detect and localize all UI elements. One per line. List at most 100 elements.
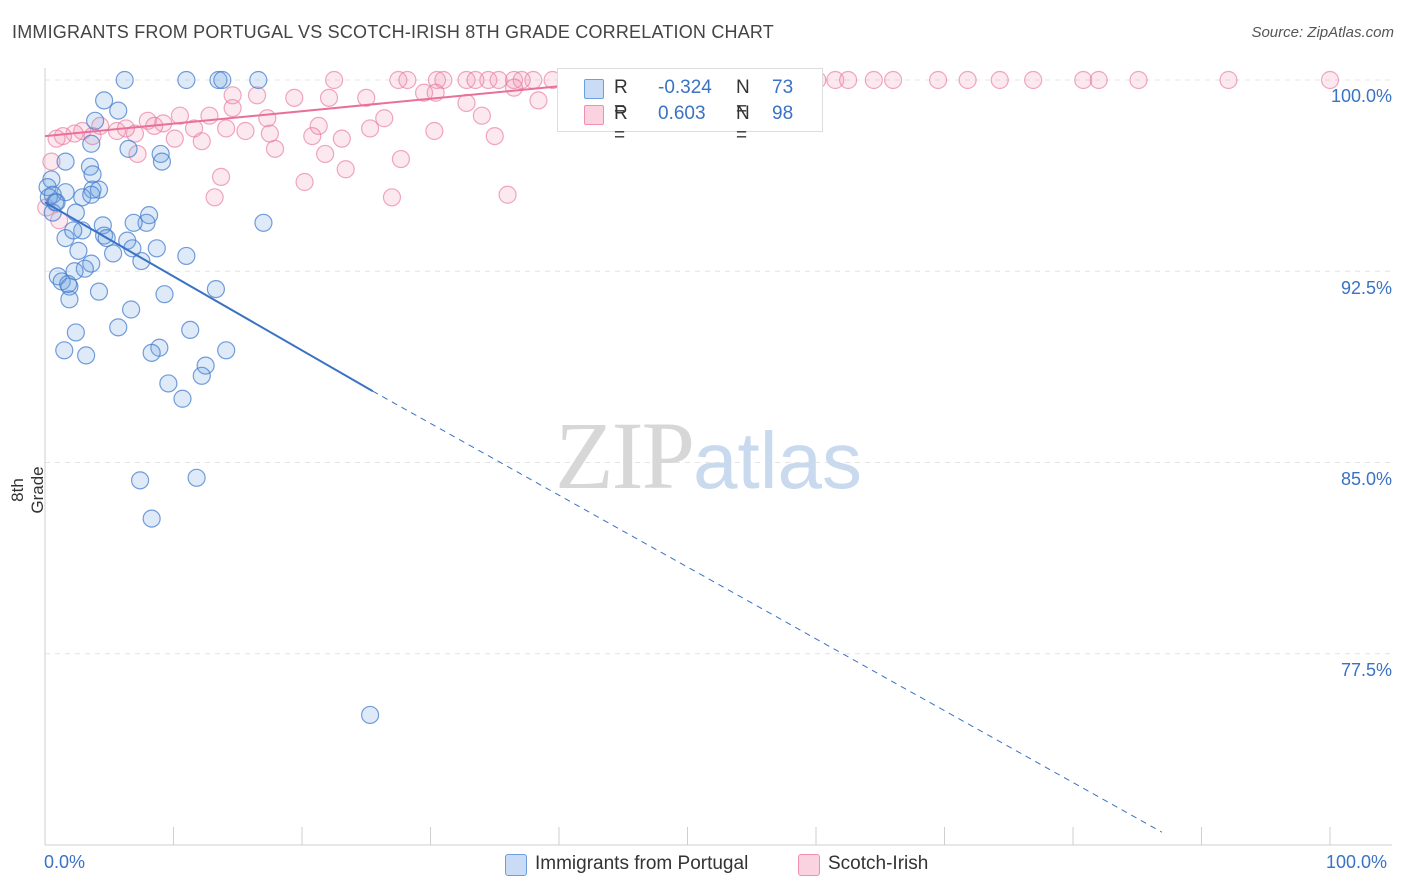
y-axis-label: 8th Grade [8,466,47,514]
scotch-irish-point [479,70,498,90]
scotch-irish-point [211,167,231,186]
portugal-point [82,134,101,153]
n-value: 98 [772,103,794,124]
scotch-irish-point [357,88,376,107]
scotch-irish-point [205,188,224,207]
x-tick-label-max: 100.0% [1326,852,1388,872]
portugal-point [130,471,150,490]
y-tick-label: 92.5% [1340,278,1392,298]
y-tick-label: 100.0% [1330,86,1392,106]
scotch-irish-point [260,124,279,143]
r-label: R = [614,77,628,120]
portugal-point [147,239,166,258]
scotch-irish-point [295,172,314,192]
scotch-irish-point [309,116,328,136]
scotch-irish-point [192,132,211,151]
scotch-irish-point [125,124,145,143]
portugal-point [254,213,273,232]
scotch-irish-point [512,70,531,90]
portugal-point [66,323,85,342]
portugal-point [104,244,123,263]
portugal-point [95,91,114,110]
r-label: R = [614,103,628,146]
scotch-irish-point [864,70,883,90]
scotch-irish-point [336,160,355,179]
scotch-irish-point [883,70,903,90]
scotch-irish-point [398,70,417,90]
legend-label: Scotch-Irish [828,853,929,874]
portugal-point [77,346,96,365]
portugal-point [69,241,88,260]
chart-title: IMMIGRANTS FROM PORTUGAL VS SCOTCH-IRISH… [12,22,774,42]
scotch-irish-point [1129,70,1148,90]
scotch-irish-point [361,119,380,138]
portugal-point [56,152,75,171]
portugal-point [59,274,78,294]
gridlines [45,79,1392,655]
y-tick-label: 85.0% [1340,469,1392,489]
portugal-point [89,282,109,301]
portugal-legend-swatch [505,854,527,876]
portugal-point [196,356,215,375]
portugal-point [119,139,138,158]
portugal-point [115,70,134,90]
portugal-point [109,101,128,120]
scotch-irish-point [332,129,351,148]
stats-legend: R = -0.324 N = 73 R = 0.603 N = 98 [557,68,823,146]
scotch-irish-point [325,70,344,90]
portugal-point [132,251,151,271]
scotch-irish-point [1320,70,1340,90]
portugal-point [152,152,172,171]
y-tick-label: 77.5% [1340,660,1392,680]
scotch-irish-point [128,144,147,164]
scotch-irish-point [466,70,485,90]
portugal-point [177,246,196,266]
portugal-point [209,70,228,90]
trend-lines [44,81,1163,833]
scotch-irish-point [425,121,444,141]
portugal-point [173,389,192,408]
portugal-point [83,165,102,184]
scotch-irish-point [42,152,61,171]
scotch-irish-point [316,144,335,164]
scotch-irish-point [498,185,517,204]
scotch-irish-point [170,106,190,125]
portugal-point [159,374,178,393]
scotch-irish-point [1074,70,1093,90]
portugal-point [249,70,268,90]
portugal-point [177,70,196,90]
portugal-point [121,300,141,319]
watermark-zip: ZIP [555,402,695,509]
portugal-point [142,509,161,528]
portugal-point [109,318,128,337]
scotch-irish-point [529,91,548,110]
scotch-irish-point [1024,70,1043,90]
portugal-point [64,221,83,240]
scotch-irish-point [826,70,845,90]
scotch-irish-point [928,70,948,90]
portugal-point [181,320,200,339]
portugal-point [124,213,143,232]
scotch-irish-point [165,129,184,148]
watermark: ZIPatlas [555,400,862,511]
scotch-irish-point [391,149,411,169]
scotch-irish-point [457,93,476,113]
portugal-point [137,213,156,232]
portugal-points [38,70,380,725]
portugal-point [142,343,161,362]
portugal-point [206,280,226,299]
n-value: 73 [772,77,794,98]
portugal-point [86,111,105,130]
scotch-irish-point [990,70,1009,90]
portugal-point [187,468,206,487]
portugal-point [56,229,75,248]
scotch-irish-legend-swatch [798,854,820,876]
portugal-point [155,285,174,304]
scotch-irish-point [223,86,242,105]
watermark-atlas: atlas [693,416,862,505]
portugal-point [192,366,211,385]
scotch-irish-point [489,70,508,90]
n-label: N = [736,103,750,146]
portugal-point [60,290,79,309]
portugal-swatch [584,79,604,99]
